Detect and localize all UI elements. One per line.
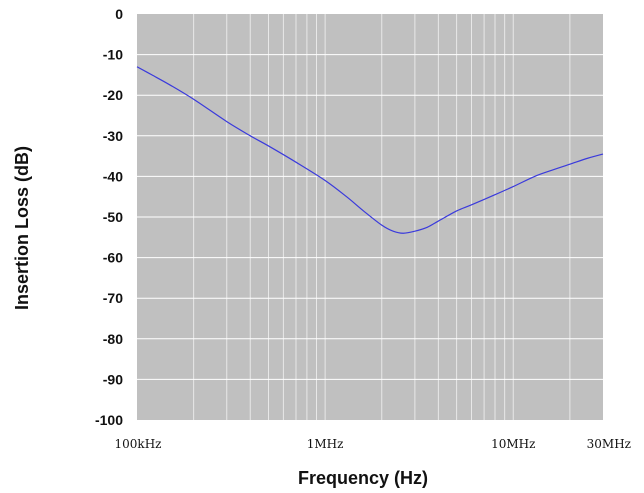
y-tick-label: -80: [103, 331, 123, 347]
x-axis-label: Frequency (Hz): [298, 468, 428, 488]
series-line: [136, 66, 604, 234]
y-tick-label: -40: [103, 168, 123, 184]
y-tick-label: -20: [103, 87, 123, 103]
y-tick-label: -50: [103, 209, 123, 225]
y-tick-label: -90: [103, 371, 123, 387]
y-axis-label: Insertion Loss (dB): [12, 146, 32, 310]
x-tick-label: 100kHz: [115, 437, 162, 451]
x-tick-label: 30MHz: [587, 437, 631, 451]
x-axis-ticks: 100kHz 1MHz 10MHz 30MHz: [115, 437, 631, 451]
y-tick-label: 0: [115, 6, 123, 22]
y-tick-label: -70: [103, 290, 123, 306]
x-tick-label: 1MHz: [307, 437, 344, 451]
x-tick-label: 10MHz: [491, 437, 535, 451]
y-tick-label: -30: [103, 128, 123, 144]
y-tick-label: -100: [95, 412, 123, 428]
y-tick-label: -60: [103, 250, 123, 266]
horizontal-gridlines: [137, 54, 603, 380]
y-axis-ticks: 0 -10 -20 -30 -40 -50 -60 -70 -80 -90 -100: [95, 6, 123, 428]
y-tick-label: -10: [103, 47, 123, 63]
series-layer: [136, 66, 604, 234]
